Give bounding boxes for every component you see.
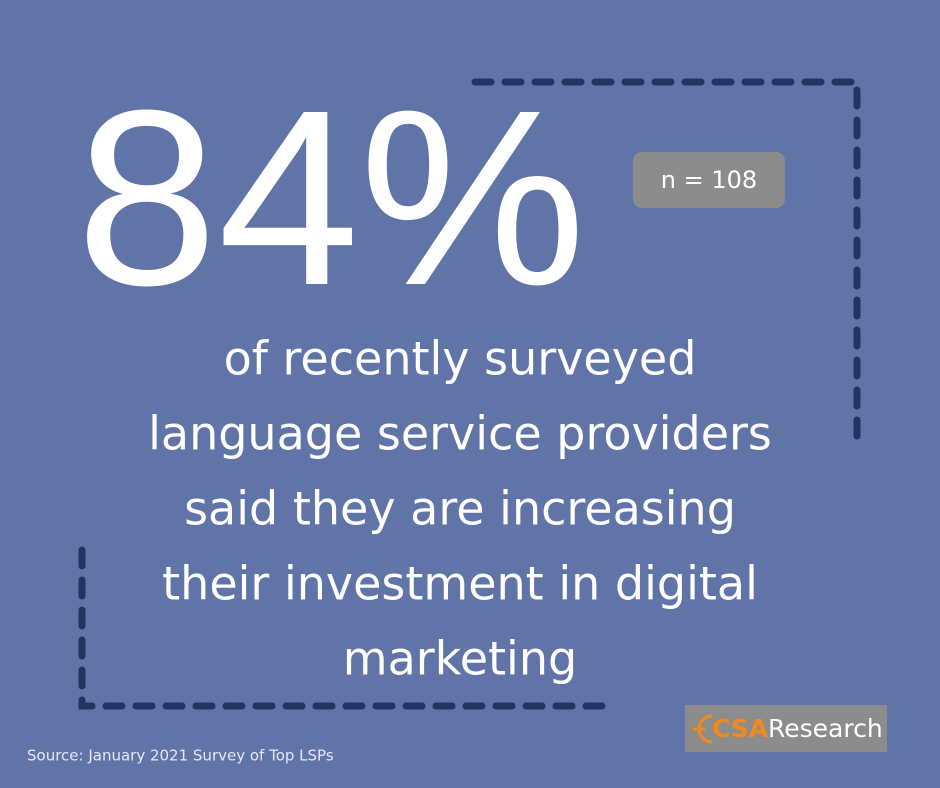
top-right-bracket bbox=[471, 78, 861, 449]
logo-brand: CSA bbox=[712, 714, 769, 743]
sample-size: n = 108 bbox=[661, 166, 757, 194]
bottom-left-bracket bbox=[78, 546, 607, 710]
source: Source: January 2021 Survey of Top LSPs bbox=[27, 747, 334, 765]
description-line: marketing bbox=[343, 632, 577, 686]
description-line: language service providers bbox=[148, 407, 772, 461]
logo-box bbox=[685, 705, 887, 752]
logo-word: Research bbox=[768, 714, 883, 743]
description-line: said they are increasing bbox=[184, 482, 736, 536]
stat: 84% bbox=[76, 58, 586, 337]
description-line: their investment in digital bbox=[162, 557, 758, 611]
sample-badge bbox=[633, 152, 785, 208]
description: of recently surveyed language service pro… bbox=[148, 332, 772, 686]
description-line: of recently surveyed bbox=[224, 332, 697, 386]
